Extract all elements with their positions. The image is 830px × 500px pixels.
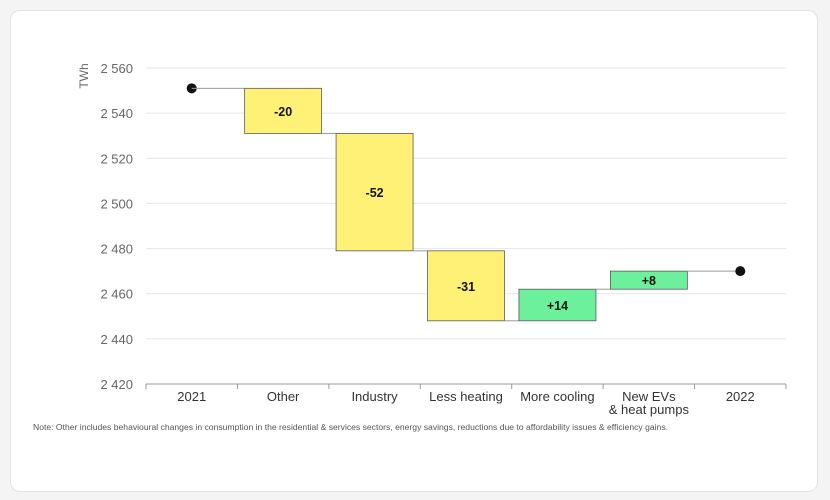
bar-value-label: +14 (547, 299, 568, 313)
waterfall-bar (518, 288, 597, 322)
waterfall-bar (335, 133, 414, 252)
x-tick-label: Less heating (429, 389, 503, 404)
y-tick-label: 2 440 (100, 332, 133, 347)
x-tick-label-line: New EVs (622, 389, 676, 404)
bar-value-label: -31 (457, 280, 475, 294)
x-tick-label-line: More cooling (520, 389, 594, 404)
x-tick-label: Industry (351, 389, 398, 404)
x-tick-label-line: Other (267, 389, 300, 404)
x-tick-label: 2022 (726, 389, 755, 404)
y-tick-label: 2 460 (100, 287, 133, 302)
x-tick-label-line: 2022 (726, 389, 755, 404)
y-tick-label: 2 540 (100, 106, 133, 121)
x-tick-label: Other (267, 389, 300, 404)
y-tick-label: 2 560 (100, 61, 133, 76)
y-axis-label: TWh (77, 63, 91, 88)
total-marker (735, 266, 746, 277)
x-tick-label: New EVs & heat pumps (609, 389, 690, 417)
y-tick-label: 2 480 (100, 242, 133, 257)
bar-value-label: +8 (642, 274, 656, 288)
waterfall-bar (427, 250, 505, 322)
waterfall-bar (609, 270, 688, 290)
bar-value-label: -52 (366, 186, 384, 200)
x-tick-label-line: Less heating (429, 389, 503, 404)
y-tick-label: 2 500 (100, 196, 133, 211)
x-tick-label-line: Industry (351, 389, 398, 404)
x-tick-label-line: 2021 (177, 389, 206, 404)
bar-value-label: -20 (274, 105, 292, 119)
y-tick-label: 2 520 (100, 151, 133, 166)
chart-note: Note: Other includes behavioural changes… (33, 422, 669, 432)
x-tick-label: 2021 (177, 389, 206, 404)
x-tick-label: More cooling (520, 389, 594, 404)
waterfall-bar (244, 87, 323, 134)
x-tick-label-line: & heat pumps (609, 402, 690, 417)
y-tick-label: 2 420 (100, 377, 133, 392)
